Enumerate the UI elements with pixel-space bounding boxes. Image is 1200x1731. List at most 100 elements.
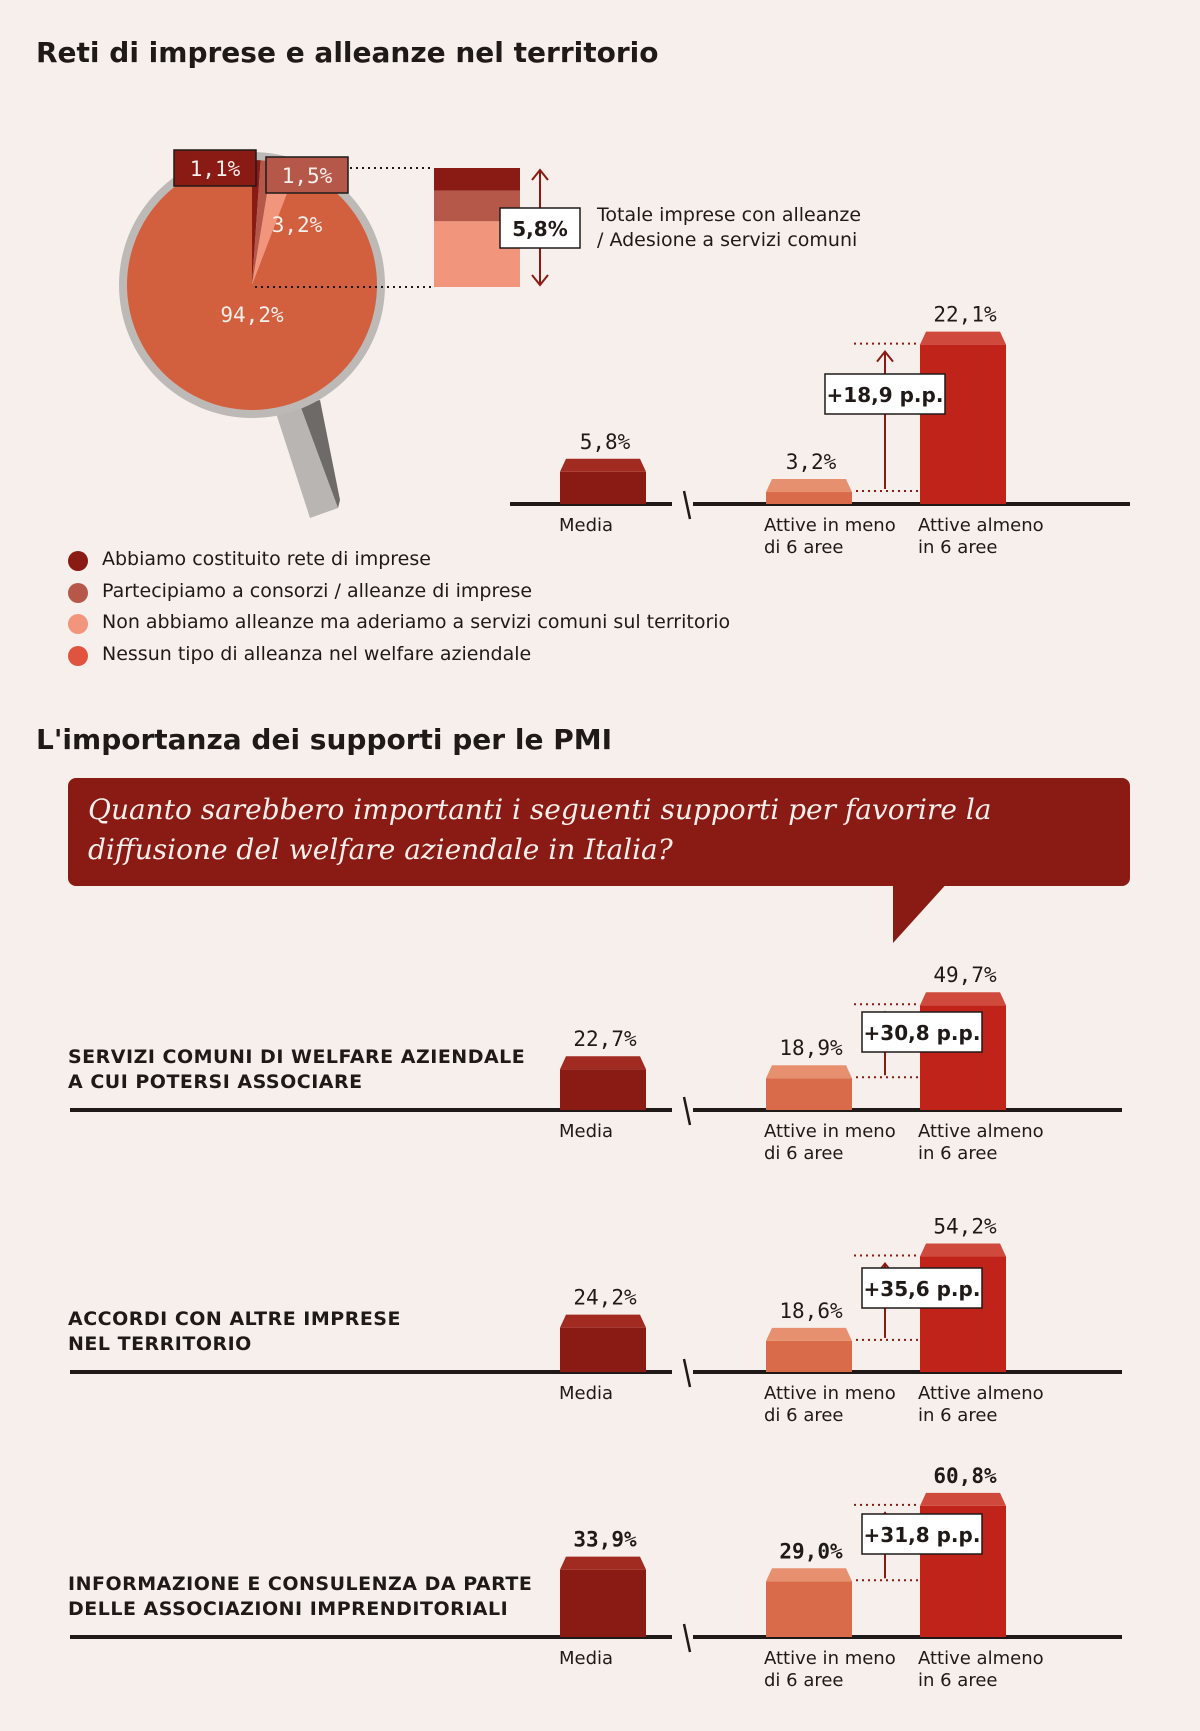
bar-cap xyxy=(560,1056,646,1070)
diff-label: +31,8 p.p. xyxy=(864,1523,981,1547)
stack-caption: Totale imprese con alleanze xyxy=(596,204,861,226)
axis-break-gap xyxy=(679,1623,687,1653)
bar-cap xyxy=(920,1492,1006,1506)
diff-label: +18,9 p.p. xyxy=(827,383,944,407)
bar xyxy=(560,1069,646,1110)
row-label-line: ACCORDI CON ALTRE IMPRESE xyxy=(68,1308,401,1330)
pie-label-box xyxy=(265,156,349,194)
legend-label: Abbiamo costituito rete di imprese xyxy=(102,548,431,570)
bar-value-label: 22,7% xyxy=(573,1027,637,1051)
bar-value-label: 24,2% xyxy=(573,1286,637,1310)
legend-swatch xyxy=(68,551,88,571)
bar-cap xyxy=(560,1556,646,1570)
total-arrow-head xyxy=(531,274,549,287)
axis-break-gap xyxy=(679,1096,687,1126)
bar-value-label: 18,9% xyxy=(779,1036,843,1060)
question-text: Quanto sarebbero importanti i seguenti s… xyxy=(88,793,992,866)
diff-label-box xyxy=(824,373,946,415)
bar xyxy=(766,492,852,504)
pie-label-3-2: 3,2% xyxy=(272,213,323,237)
bar-cap xyxy=(560,1314,646,1328)
row-label-line: NEL TERRITORIO xyxy=(68,1333,252,1355)
row-label-informazione: INFORMAZIONE E CONSULENZA DA PARTE DELLE… xyxy=(68,1572,532,1622)
bar xyxy=(766,1340,852,1372)
legend-label: Nessun tipo di alleanza nel welfare azie… xyxy=(102,642,532,665)
bar-value-label: 49,7% xyxy=(933,963,997,987)
diff-label-box xyxy=(861,1513,983,1555)
axis-break xyxy=(682,1096,692,1126)
bar-cap xyxy=(560,458,646,472)
bar xyxy=(766,1078,852,1110)
legend-label: Non abbiamo alleanze ma aderiamo a servi… xyxy=(102,611,731,633)
stack-caption: / Adesione a servizi comuni xyxy=(597,229,857,251)
pie-label-94-2: 94,2% xyxy=(220,303,284,327)
diff-label-box xyxy=(861,1267,983,1309)
category-label: Attive in meno xyxy=(764,515,896,536)
category-label: di 6 aree xyxy=(764,537,844,558)
bar-value-label: 29,0% xyxy=(779,1539,843,1563)
pie-slice xyxy=(252,160,261,285)
pie-label-box xyxy=(173,149,257,187)
diff-label-box xyxy=(861,1011,983,1053)
bar-value-label: 5,8% xyxy=(580,430,631,454)
bar-cap xyxy=(920,331,1006,345)
category-label: Attive almeno xyxy=(918,1121,1044,1142)
row-label-servizi-comuni: SERVIZI COMUNI DI WELFARE AZIENDALE A CU… xyxy=(68,1045,525,1095)
magnifier-handle xyxy=(275,405,338,518)
pie-slice xyxy=(126,160,377,411)
category-label: di 6 aree xyxy=(764,1405,844,1426)
category-label: Attive almeno xyxy=(918,1648,1044,1669)
total-label: 5,8% xyxy=(512,217,567,241)
bar-value-label: 54,2% xyxy=(933,1215,997,1239)
axis-break xyxy=(682,490,692,520)
bar-value-label: 3,2% xyxy=(786,450,837,474)
category-label: in 6 aree xyxy=(918,1143,998,1164)
question-banner: Quanto sarebbero importanti i seguenti s… xyxy=(68,778,1130,886)
bar xyxy=(766,1581,852,1637)
axis-break xyxy=(682,1623,692,1653)
bar xyxy=(920,344,1006,504)
category-label: di 6 aree xyxy=(764,1670,844,1691)
diff-label: +30,8 p.p. xyxy=(864,1021,981,1045)
legend-swatch xyxy=(68,614,88,634)
bar-value-label: 33,9% xyxy=(573,1528,637,1552)
magnifier-handle-shadow xyxy=(300,400,340,508)
category-label: Media xyxy=(559,1648,613,1669)
category-label: Attive almeno xyxy=(918,1383,1044,1404)
bar-cap xyxy=(766,1065,852,1079)
row-label-line: INFORMAZIONE E CONSULENZA DA PARTE xyxy=(68,1573,533,1595)
category-label: Attive in meno xyxy=(764,1648,896,1669)
bar-value-label: 22,1% xyxy=(933,303,997,327)
diff-label: +35,6 p.p. xyxy=(864,1277,981,1301)
total-label-box xyxy=(499,207,581,249)
diff-arrow-head xyxy=(876,350,894,363)
legend-swatch xyxy=(68,645,88,666)
bar-cap xyxy=(920,1243,1006,1257)
pie-label-1-5: 1,5% xyxy=(282,164,333,188)
category-label: Media xyxy=(559,1121,613,1142)
category-label: Attive almeno xyxy=(918,515,1044,536)
question-tail xyxy=(893,880,950,943)
bar-value-label: 60,8% xyxy=(933,1464,997,1488)
category-label: in 6 aree xyxy=(918,1405,998,1426)
bar-cap xyxy=(920,992,1006,1006)
bar-cap xyxy=(766,479,852,493)
section1-title: Reti di imprese e alleanze nel territori… xyxy=(36,36,659,69)
category-label: in 6 aree xyxy=(918,1670,998,1691)
legend-label: Partecipiamo a consorzi / alleanze di im… xyxy=(102,579,533,602)
category-label: in 6 aree xyxy=(918,537,998,558)
row-label-line: SERVIZI COMUNI DI WELFARE AZIENDALE xyxy=(68,1046,526,1068)
bar-value-label: 18,6% xyxy=(779,1299,843,1323)
bar xyxy=(560,471,646,504)
legend-swatch xyxy=(68,582,88,603)
category-label: Media xyxy=(559,515,613,536)
category-label: Media xyxy=(559,1383,613,1404)
row-label-accordi: ACCORDI CON ALTRE IMPRESE NEL TERRITORIO xyxy=(68,1307,401,1357)
category-label: di 6 aree xyxy=(764,1143,844,1164)
total-arrow-head xyxy=(531,168,549,181)
section2-title: L'importanza dei supporti per le PMI xyxy=(36,723,612,756)
axis-break-gap xyxy=(679,490,687,520)
bar-cap xyxy=(766,1568,852,1582)
